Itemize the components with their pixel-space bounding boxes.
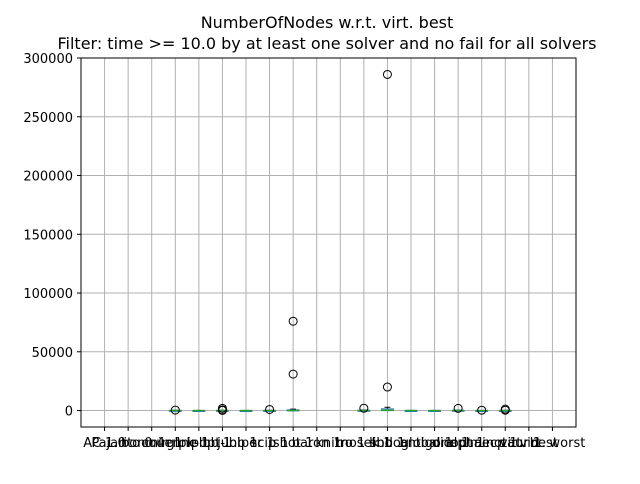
axis-layer (77, 57, 577, 431)
x-tick-label: dicopt 1 (432, 436, 485, 451)
x-tick-label: mosek 1 (336, 436, 391, 451)
x-tick-label: shot 1 (273, 436, 313, 451)
x-tick-label: ipopt-lbb 1 (187, 436, 257, 451)
x-tick-label: Pajarito 0.4 (91, 436, 165, 451)
x-tick-label: AC 1.0 (83, 436, 126, 451)
x-tick-label: scip 1 (250, 436, 288, 451)
box-outlier (217, 403, 227, 413)
x-tick-label: juniper 1 (216, 436, 275, 451)
tick-label-layer: 0 50000 100000 150000 200000 250000 300000 AC 1… (23, 52, 585, 451)
x-tick-label: bonmin 1 (121, 436, 182, 451)
box-outlier (359, 403, 369, 413)
box-outlier (170, 405, 180, 415)
box-layer (168, 69, 512, 415)
x-tick-label: virt. worst (520, 436, 586, 451)
x-tick-label: couenne 1 (141, 436, 209, 451)
y-tick-label: 250000 (23, 111, 73, 126)
y-tick-label: 300000 (23, 52, 73, 67)
y-tick-label: 200000 (23, 170, 73, 185)
box-outlier (382, 382, 392, 392)
y-tick-label: 0 (65, 405, 73, 420)
box-outlier (453, 403, 463, 413)
y-tick-label: 50000 (32, 346, 73, 361)
x-tick-label: glpk-lbb 1 (166, 436, 231, 451)
y-tick-label: 150000 (23, 228, 73, 243)
x-tick-label: antigone 1 (400, 436, 470, 451)
y-tick-label: 100000 (23, 287, 73, 302)
x-tick-label: minotaur 1 (470, 436, 542, 451)
box-outlier (217, 405, 227, 415)
box-outlier (477, 405, 487, 415)
box-outlier (500, 405, 510, 415)
box-outlier (288, 369, 298, 379)
chart-title: NumberOfNodes w.r.t. virt. best (201, 13, 454, 32)
x-tick-label: lindoglobal 1 (369, 436, 453, 451)
chart-subtitle: Filter: time >= 10.0 by at least one sol… (57, 34, 596, 53)
box-outlier (288, 316, 298, 326)
box-outlier (382, 69, 392, 79)
x-tick-label: baron 1 (292, 436, 342, 451)
box-outlier (265, 404, 275, 414)
x-tick-label: sbb 1 (370, 436, 406, 451)
grid-layer (81, 57, 576, 427)
x-tick-label: alphaecp 1 (446, 436, 518, 451)
plot-frame (80, 57, 577, 428)
x-tick-label: knitro 1 (315, 436, 365, 451)
x-tick-label: virt. best (500, 436, 558, 451)
